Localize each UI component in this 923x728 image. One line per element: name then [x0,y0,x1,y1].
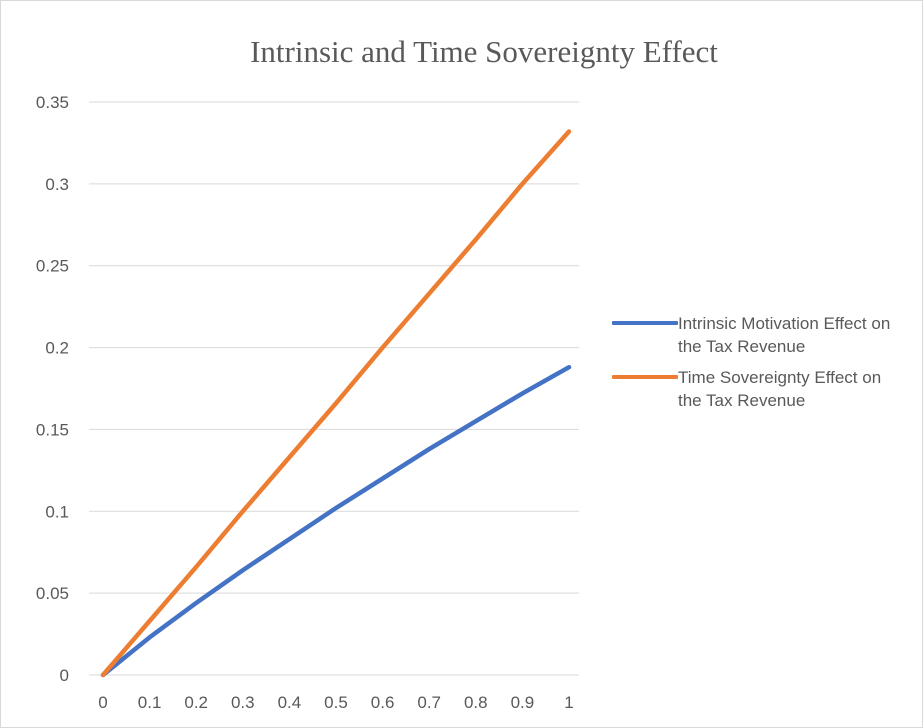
x-tick-label: 0.4 [278,693,302,712]
y-tick-label: 0.25 [36,257,69,276]
legend-swatch-intrinsic [612,321,678,325]
y-tick-label: 0.05 [36,584,69,603]
legend-item-time-sovereignty: Time Sovereignty Effect on the Tax Reven… [612,366,923,412]
x-tick-label: 0.9 [511,693,535,712]
x-tick-label: 0.7 [417,693,441,712]
legend-item-intrinsic: Intrinsic Motivation Effect on the Tax R… [612,312,923,358]
y-tick-label: 0.35 [36,93,69,112]
legend-swatch-time-sovereignty [612,375,678,379]
y-axis-tick-labels: 0 0.05 0.1 0.15 0.2 0.25 0.3 0.35 [36,93,69,685]
series-line-0 [100,364,572,678]
x-tick-label: 0.5 [324,693,348,712]
x-tick-label: 0.6 [371,693,395,712]
series-lines [100,129,572,678]
y-tick-label: 0.15 [36,420,69,439]
x-tick-label: 0.1 [138,693,162,712]
legend-label-intrinsic: Intrinsic Motivation Effect on the Tax R… [678,314,891,356]
y-tick-label: 0.3 [45,175,69,194]
chart-title: Intrinsic and Time Sovereignty Effect [250,34,718,69]
x-tick-label: 0.3 [231,693,255,712]
y-tick-label: 0.1 [45,502,69,521]
legend: Intrinsic Motivation Effect on the Tax R… [612,312,923,420]
y-tick-label: 0.2 [45,339,69,358]
x-axis-tick-labels: 0 0.1 0.2 0.3 0.4 0.5 0.6 0.7 0.8 0.9 1 [98,693,573,712]
gridlines [89,101,579,676]
legend-label-time-sovereignty: Time Sovereignty Effect on the Tax Reven… [678,368,882,410]
x-tick-label: 1 [564,693,573,712]
y-tick-label: 0 [60,666,69,685]
x-tick-label: 0 [98,693,107,712]
x-tick-label: 0.2 [184,693,208,712]
x-tick-label: 0.8 [464,693,488,712]
